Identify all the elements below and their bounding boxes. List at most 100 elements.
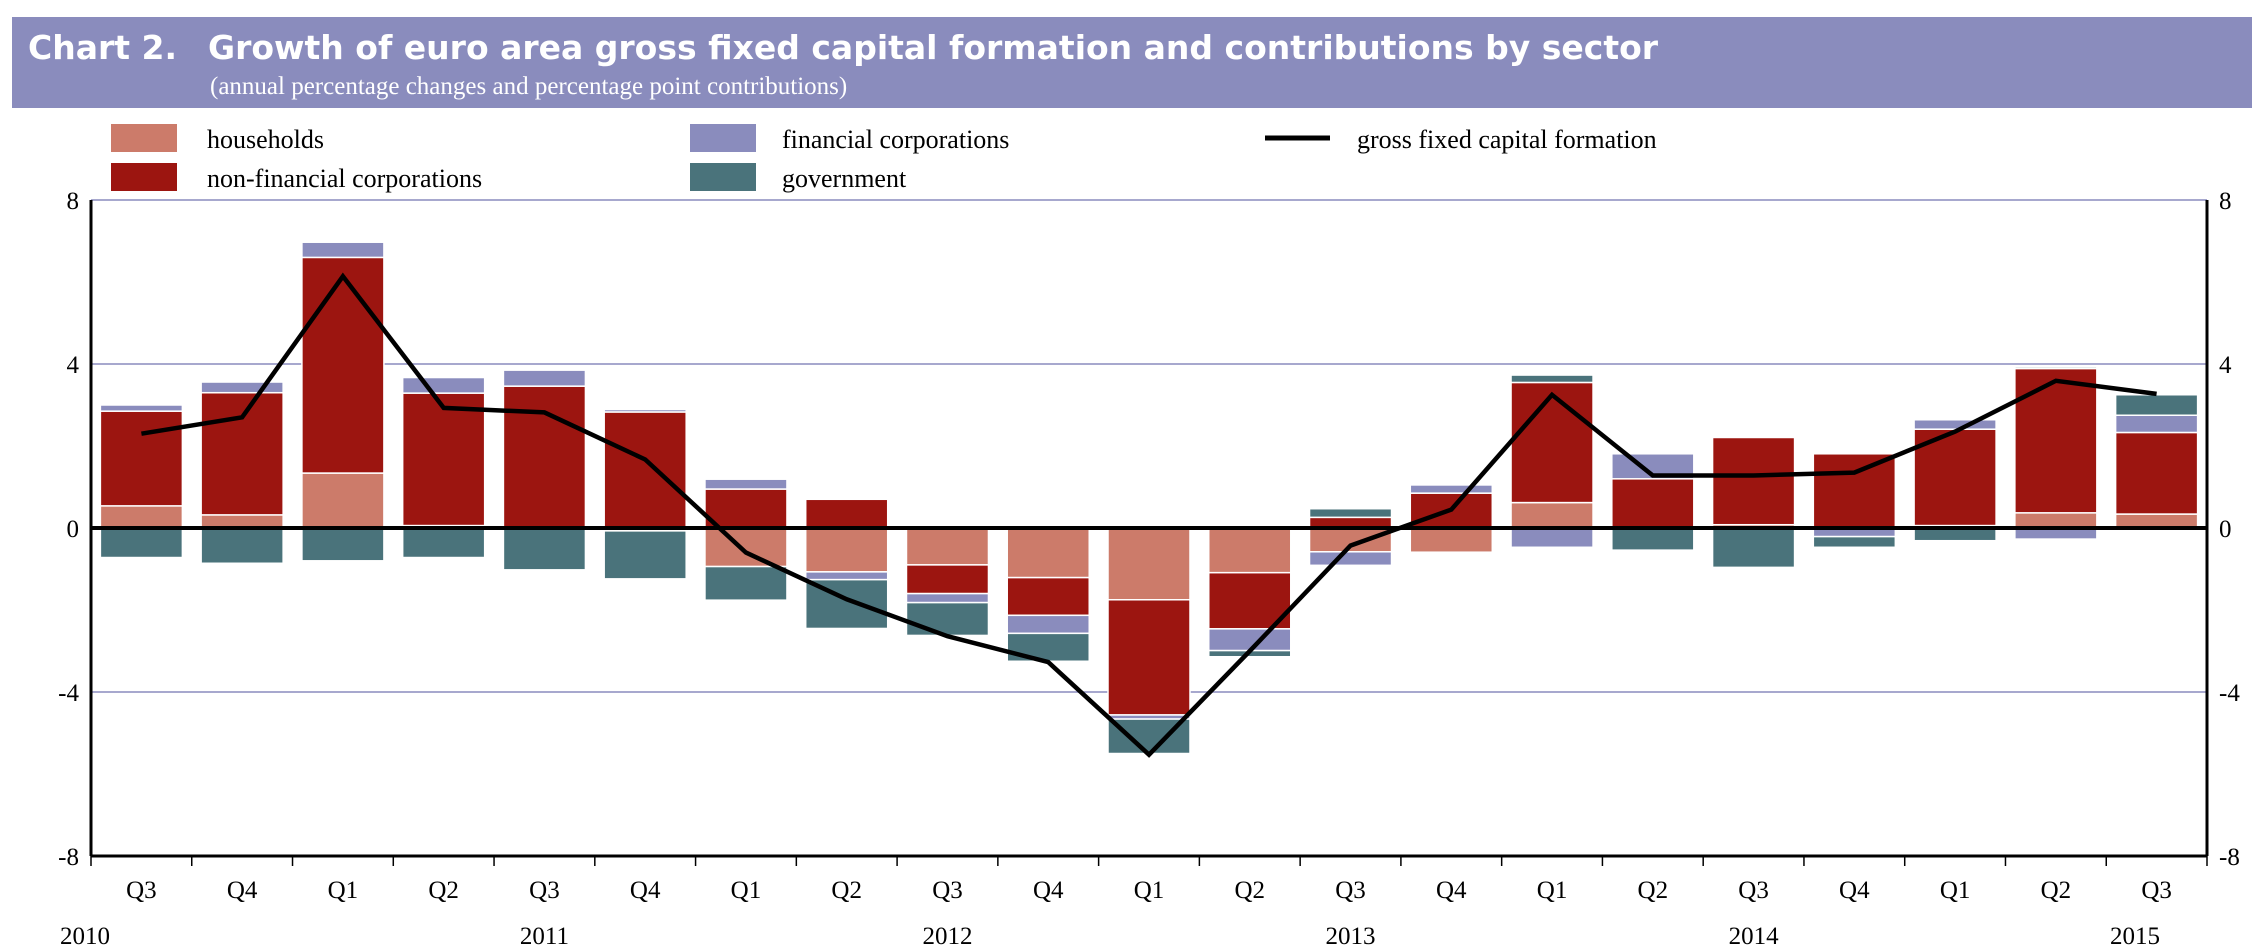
bar-segment-households	[1006, 527, 1090, 579]
chart-subtitle: (annual percentage changes and percentag…	[210, 73, 847, 100]
legend-swatch-households	[111, 124, 177, 152]
legend-label-households: households	[207, 125, 324, 154]
x-tick-label: Q1	[731, 877, 762, 904]
gfcf-line	[141, 272, 2157, 758]
year-label: 2010	[60, 923, 110, 948]
x-tick-label: Q1	[1134, 877, 1165, 904]
bar-segment-financial-corporations	[804, 571, 889, 581]
x-tick-label: Q2	[1638, 877, 1669, 904]
bar-segment-households	[704, 527, 788, 568]
y-tick-label-left: 4	[67, 352, 80, 379]
bar-segment-financial-corporations	[401, 376, 486, 394]
bar-segment-non-financial-corporations	[804, 498, 889, 529]
legend-swatch-government	[690, 163, 756, 191]
bar-segment-government	[99, 527, 184, 559]
legend-swatch-non-financial-corporations	[111, 163, 177, 191]
legend-label-gfcf: gross fixed capital formation	[1357, 125, 1657, 154]
gfcf-line-group	[141, 272, 2157, 758]
bar-segment-non-financial-corporations	[301, 256, 385, 474]
x-tick-label: Q3	[2141, 877, 2172, 904]
bar-segment-non-financial-corporations	[1611, 478, 1695, 528]
bar-segment-non-financial-corporations	[2014, 367, 2098, 514]
y-tick-label-right: -8	[2219, 844, 2240, 871]
x-tick-label: Q2	[428, 877, 459, 904]
y-tick-label-left: -4	[58, 680, 79, 707]
year-label: 2011	[520, 923, 569, 948]
bar-segment-households	[301, 472, 385, 529]
year-label: 2012	[922, 923, 972, 948]
bar-segment-government	[1308, 507, 1393, 519]
bar-segment-financial-corporations	[905, 592, 990, 604]
chart-number: Chart 2.	[28, 28, 177, 67]
y-tick-label-left: 8	[67, 188, 80, 215]
bar-segment-financial-corporations	[1308, 551, 1393, 567]
x-tick-label: Q4	[1033, 877, 1064, 904]
bar-segment-households	[1409, 527, 1494, 553]
bar-segment-government	[1006, 632, 1090, 662]
bar-segment-financial-corporations	[1208, 628, 1292, 652]
legend-label-government: government	[782, 164, 907, 193]
x-tick-label: Q1	[1940, 877, 1971, 904]
bar-segment-financial-corporations	[1006, 614, 1090, 635]
bar-segment-government	[2014, 366, 2098, 370]
bar-segment-non-financial-corporations	[603, 411, 687, 529]
legend-swatch-financial-corporations	[690, 124, 756, 152]
x-tick-label: Q3	[1335, 877, 1366, 904]
bar-segment-financial-corporations	[1711, 435, 1796, 439]
bar-segment-government	[1812, 535, 1897, 549]
bar-segment-government	[401, 527, 486, 559]
bar-segment-non-financial-corporations	[1006, 576, 1090, 617]
bar-segment-non-financial-corporations	[1913, 428, 1997, 527]
legend-label-financial-corporations: financial corporations	[782, 125, 1009, 154]
bar-segment-non-financial-corporations	[1711, 436, 1796, 526]
bar-segment-financial-corporations	[2114, 414, 2199, 434]
x-tick-label: Q2	[831, 877, 862, 904]
x-tick-label: Q2	[2041, 877, 2072, 904]
bar-segment-households	[1208, 527, 1292, 574]
chart-title: Growth of euro area gross fixed capital …	[208, 28, 1659, 67]
y-tick-label-right: 8	[2219, 188, 2232, 215]
x-tick-label: Q4	[1436, 877, 1467, 904]
bar-segment-financial-corporations	[200, 381, 284, 394]
x-tick-label: Q4	[227, 877, 258, 904]
title-bar	[12, 17, 2252, 108]
bar-segment-non-financial-corporations	[200, 391, 284, 516]
bar-segment-financial-corporations	[1510, 527, 1594, 549]
x-tick-label: Q2	[1234, 877, 1265, 904]
bar-segment-non-financial-corporations	[502, 385, 587, 528]
x-tick-label: Q4	[1839, 877, 1870, 904]
x-tick-label: Q1	[328, 877, 359, 904]
y-tick-label-right: 4	[2219, 352, 2232, 379]
bar-segment-government	[704, 565, 788, 601]
year-label: 2015	[2110, 923, 2160, 948]
x-tick-label: Q3	[529, 877, 560, 904]
bar-segment-financial-corporations	[99, 404, 184, 412]
legend-label-non-financial-corporations: non-financial corporations	[207, 164, 482, 193]
bar-segment-financial-corporations	[502, 369, 587, 387]
bar-segment-households	[1510, 501, 1594, 529]
bar-segment-non-financial-corporations	[1107, 599, 1191, 716]
bar-segment-financial-corporations	[301, 241, 385, 259]
bar-segment-government	[301, 527, 385, 562]
bar-segment-government	[502, 527, 587, 571]
bar-segment-non-financial-corporations	[1812, 453, 1897, 529]
tick-labels: 8 8 4 4 0 0 -4 -4 -8 -8 Q3 Q4 Q1 Q2 Q3 Q4 Q1 Q2 Q3 Q4 Q1 Q2 Q3…	[58, 188, 2240, 948]
y-tick-label-left: -8	[58, 844, 79, 871]
bar-segment-households	[1107, 527, 1191, 601]
bar-segment-non-financial-corporations	[704, 488, 788, 529]
bar-segment-financial-corporations	[1409, 484, 1494, 494]
bar-segment-government	[2114, 394, 2199, 416]
bar-segment-financial-corporations	[1913, 419, 1997, 430]
bar-segment-government	[200, 527, 284, 565]
bar-segment-non-financial-corporations	[99, 410, 184, 507]
x-tick-label: Q3	[1738, 877, 1769, 904]
bar-segment-government	[1711, 527, 1796, 569]
year-label: 2013	[1326, 923, 1376, 948]
x-tick-label: Q3	[932, 877, 963, 904]
bar-segment-households	[99, 505, 184, 529]
bar-segment-government	[1510, 374, 1594, 384]
bar-segment-households	[804, 527, 889, 573]
bar-segment-government	[1611, 527, 1695, 551]
bar-segment-households	[2014, 512, 2098, 529]
